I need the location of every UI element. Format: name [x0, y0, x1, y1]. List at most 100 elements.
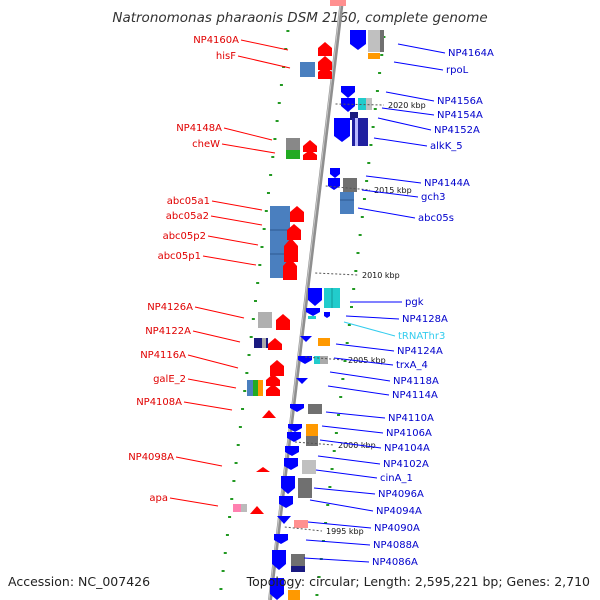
gene-arrow [328, 178, 340, 190]
track-dot [334, 432, 338, 434]
track-dot [249, 336, 253, 338]
track-dot [352, 288, 356, 290]
track-dot [254, 300, 257, 302]
gene-arrow [330, 168, 340, 178]
track-dot [260, 246, 264, 248]
track-dot [354, 270, 358, 272]
label-connector [345, 315, 400, 320]
track-dot [273, 138, 277, 140]
gene-arrow [287, 224, 301, 240]
gene-label: NP4096A [378, 489, 424, 500]
cog-block [380, 30, 384, 52]
gene-label: NP4108A [136, 397, 182, 408]
label-connector [319, 439, 382, 449]
track-dot [330, 468, 334, 470]
track-dot [219, 588, 223, 590]
track-dot [339, 396, 343, 398]
cog-block [340, 192, 354, 214]
gene-label: NP4148A [176, 123, 222, 134]
scale-label: 2005 kbp [348, 356, 386, 365]
label-connector [321, 425, 384, 434]
track-dot [341, 378, 345, 380]
track-dot [317, 576, 321, 578]
track-dot [236, 444, 240, 446]
track-dot [221, 570, 225, 572]
cog-block [302, 460, 316, 474]
label-connector [373, 137, 428, 147]
cog-block [355, 118, 358, 146]
gene-arrow [298, 356, 312, 364]
scale-label: 1995 kbp [326, 527, 364, 536]
track-dot [256, 282, 260, 284]
label-connector [365, 175, 422, 184]
gene-arrow [279, 496, 293, 508]
gene-label: cheW [192, 139, 220, 150]
label-connector [303, 557, 370, 563]
gene-label: NP4126A [147, 302, 193, 313]
gene-label: NP4098A [128, 452, 174, 463]
cog-block [314, 356, 320, 364]
label-connector [305, 539, 371, 546]
left-label-connectors [169, 39, 291, 507]
track-dot [262, 228, 266, 230]
track-dot [225, 534, 229, 536]
gene-label: abc05p1 [158, 251, 201, 262]
track-dot [362, 198, 366, 200]
gene-arrow [285, 446, 299, 456]
track-dot [375, 90, 379, 92]
label-connector [315, 469, 378, 479]
scale-tick [294, 441, 335, 446]
accession-text: Accession: NC_007426 [8, 574, 150, 589]
gene-arrow [281, 476, 295, 494]
cog-block [358, 98, 366, 110]
track-dot [258, 264, 262, 266]
gene-label: NP4154A [437, 110, 483, 121]
track-dot [378, 72, 382, 74]
cog-block [286, 138, 300, 150]
track-dot [347, 324, 351, 326]
label-connector [397, 43, 446, 54]
gene-arrow [266, 374, 280, 386]
gene-arrow [288, 424, 302, 432]
track-dot [245, 372, 249, 374]
scale-tick [325, 185, 371, 191]
cog-block [308, 404, 322, 414]
gene-arrow [256, 467, 270, 472]
track-dot [369, 144, 373, 146]
cog-block [286, 150, 300, 159]
label-connector [335, 343, 395, 352]
cog-block [318, 338, 330, 346]
label-connector [240, 39, 289, 51]
label-connector [221, 143, 276, 154]
track-dot [243, 390, 247, 392]
gene-label: trxA_4 [396, 360, 428, 371]
cog-block [253, 380, 258, 396]
gene-label: NP4086A [372, 557, 418, 568]
gene-arrow [303, 140, 317, 152]
cog-block [306, 424, 318, 436]
track-dot [228, 516, 232, 518]
cog-block [366, 98, 372, 110]
label-connector [207, 235, 259, 246]
gene-label: NP4114A [392, 390, 438, 401]
track-dot [279, 84, 283, 86]
scale-label: 2015 kbp [374, 186, 412, 195]
gene-arrow [266, 384, 280, 396]
track-dot [251, 318, 255, 320]
gene-arrow [270, 578, 284, 600]
label-connector [385, 91, 435, 102]
track-dot [356, 252, 360, 254]
cog-block [233, 504, 243, 512]
gene-label: NP4106A [386, 428, 432, 439]
cog-block [300, 62, 315, 77]
scale-markers: 2020 kbp 2015 kbp 2010 kbp 2005 kbp 2000 kbp… [284, 101, 426, 536]
gene-arrow [318, 42, 332, 56]
label-connector [361, 189, 419, 198]
gene-label: NP4152A [434, 125, 480, 136]
gene-label: alkK_5 [430, 141, 463, 152]
gene-arrow [262, 410, 276, 418]
scale-label: 2020 kbp [388, 101, 426, 110]
track-dot [247, 354, 251, 356]
gene-label: NP4122A [145, 326, 191, 337]
cog-block [368, 53, 380, 59]
